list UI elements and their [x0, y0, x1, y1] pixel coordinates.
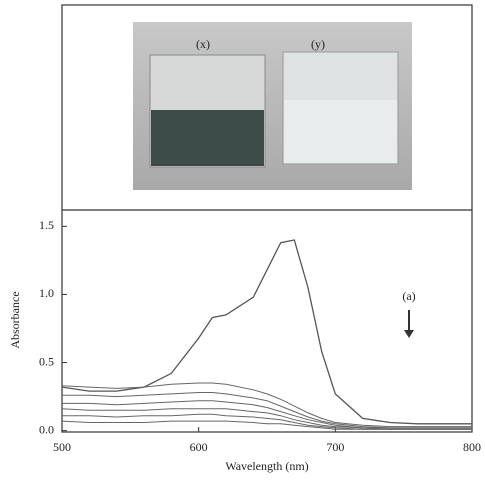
y-tick-label: 0.5 [39, 354, 54, 368]
frame [61, 4, 473, 433]
x-tick-label: 800 [463, 440, 481, 454]
photo-label: (y) [311, 37, 325, 51]
spectrum-line [61, 420, 472, 430]
y-tick-label: 1.5 [39, 218, 54, 232]
y-tick-label: 1.0 [39, 286, 54, 300]
x-tick-label: 700 [326, 440, 344, 454]
photo-label: (x) [196, 37, 210, 51]
x-axis-label: Wavelength (nm) [225, 459, 308, 473]
photo: (x) (y) [133, 22, 412, 190]
annotation: (a) [402, 289, 415, 303]
arrow-head [404, 330, 414, 338]
x-tick-label: 600 [190, 440, 208, 454]
y-tick-label: 0.0 [39, 422, 54, 436]
spectrum-line [62, 400, 472, 429]
x-tick-label: 500 [53, 440, 71, 454]
liquid [151, 110, 264, 166]
y-axis-label: Absorbance [8, 291, 22, 348]
spectrum-line [61, 382, 472, 428]
liquid [284, 100, 397, 163]
spectrum-line [61, 239, 472, 425]
